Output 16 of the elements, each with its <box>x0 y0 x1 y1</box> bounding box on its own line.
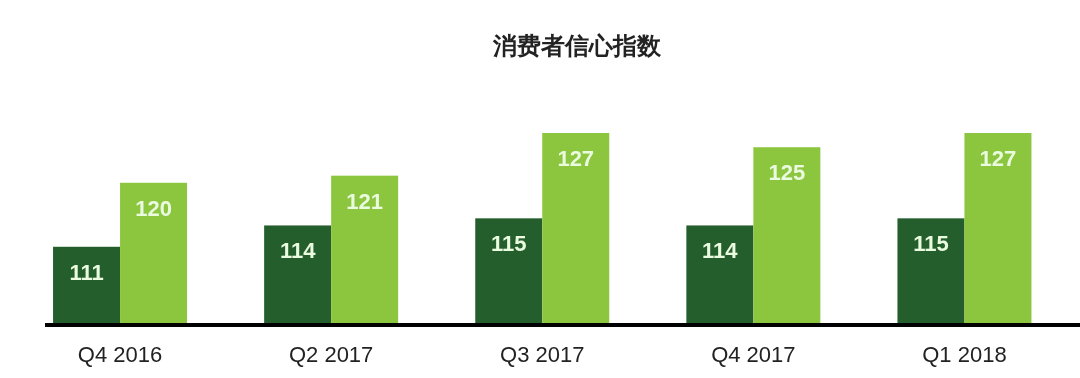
data-label: 125 <box>768 160 806 186</box>
chart-title: 消费者信心指数 <box>492 32 662 59</box>
x-tick-label: Q4 2017 <box>711 342 796 367</box>
data-label: 115 <box>913 231 949 257</box>
data-label: 127 <box>979 146 1017 171</box>
data-label: 115 <box>491 231 527 257</box>
data-label: 127 <box>557 146 595 171</box>
data-label: 114 <box>279 238 317 264</box>
x-tick-label: Q3 2017 <box>500 342 585 367</box>
data-label: 111 <box>69 259 104 285</box>
x-tick-label: Q2 2017 <box>288 342 374 367</box>
data-label: 121 <box>346 188 384 214</box>
x-tick-label: Q4 2016 <box>77 342 163 367</box>
x-tick-label: Q1 2018 <box>922 342 1007 367</box>
data-label: 114 <box>702 238 739 264</box>
data-label: 120 <box>135 195 172 221</box>
